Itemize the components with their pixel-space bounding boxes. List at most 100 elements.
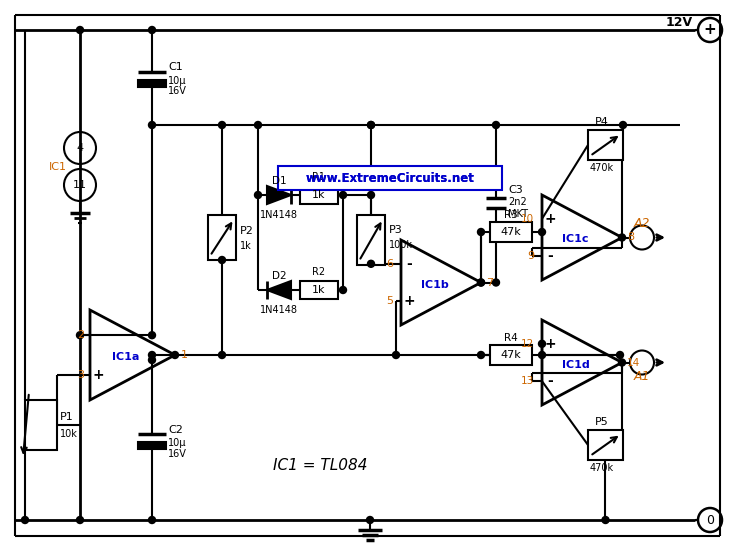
Circle shape xyxy=(171,352,179,359)
Circle shape xyxy=(620,122,626,128)
Bar xyxy=(490,222,532,242)
Text: www.ExtremeCircuits.net: www.ExtremeCircuits.net xyxy=(306,171,474,185)
Circle shape xyxy=(148,356,156,364)
Text: D2: D2 xyxy=(272,271,287,281)
Text: D1: D1 xyxy=(272,176,287,186)
Text: 10: 10 xyxy=(521,214,534,224)
Text: 3: 3 xyxy=(77,370,84,380)
Text: IC1d: IC1d xyxy=(562,359,589,370)
Circle shape xyxy=(539,229,545,235)
Text: MKT: MKT xyxy=(508,209,528,219)
Text: 12: 12 xyxy=(521,339,534,349)
Text: 1: 1 xyxy=(181,350,188,360)
Text: +: + xyxy=(703,23,717,37)
Text: 13: 13 xyxy=(521,376,534,386)
Circle shape xyxy=(340,192,346,198)
Text: 16V: 16V xyxy=(168,449,187,459)
Text: 6: 6 xyxy=(386,259,393,269)
Circle shape xyxy=(76,26,84,34)
Text: P2: P2 xyxy=(240,226,254,236)
Circle shape xyxy=(618,359,625,366)
Text: IC1c: IC1c xyxy=(562,235,589,245)
Text: A2: A2 xyxy=(634,217,650,230)
Text: 14: 14 xyxy=(627,358,640,368)
Circle shape xyxy=(148,26,156,34)
Bar xyxy=(25,400,57,450)
Circle shape xyxy=(392,352,400,359)
Text: +: + xyxy=(404,294,415,308)
Text: R2: R2 xyxy=(312,267,326,277)
Bar xyxy=(588,130,623,160)
Bar xyxy=(138,79,166,87)
Circle shape xyxy=(602,516,609,523)
Circle shape xyxy=(76,516,84,523)
Circle shape xyxy=(148,122,156,128)
Text: P3: P3 xyxy=(389,225,403,235)
Circle shape xyxy=(492,279,500,286)
Text: 47k: 47k xyxy=(501,227,521,237)
Text: 5: 5 xyxy=(386,296,393,306)
Text: 12V: 12V xyxy=(666,15,693,29)
Text: IC1a: IC1a xyxy=(112,352,140,362)
Circle shape xyxy=(617,352,623,359)
Circle shape xyxy=(539,341,545,347)
Text: www.ExtremeCircuits.net: www.ExtremeCircuits.net xyxy=(306,171,474,185)
Text: +: + xyxy=(544,337,556,351)
Text: 4: 4 xyxy=(76,143,84,153)
Text: 100k: 100k xyxy=(389,240,413,250)
Text: 0: 0 xyxy=(706,514,714,527)
Text: -: - xyxy=(406,257,412,271)
Text: P1: P1 xyxy=(60,413,74,423)
Text: 16V: 16V xyxy=(168,87,187,96)
Text: P4: P4 xyxy=(595,117,609,127)
Circle shape xyxy=(340,287,346,294)
Text: C3: C3 xyxy=(508,185,523,195)
Text: IC1b: IC1b xyxy=(420,279,448,289)
Circle shape xyxy=(478,279,484,286)
Text: 1N4148: 1N4148 xyxy=(260,210,298,220)
Text: 10k: 10k xyxy=(60,429,78,439)
Text: -: - xyxy=(95,328,101,342)
Text: R4: R4 xyxy=(504,333,518,343)
Text: 7: 7 xyxy=(486,278,493,288)
Text: 11: 11 xyxy=(73,180,87,190)
Text: R1: R1 xyxy=(312,172,326,182)
Text: P5: P5 xyxy=(595,417,609,427)
Bar xyxy=(208,215,236,260)
FancyBboxPatch shape xyxy=(278,166,502,190)
Circle shape xyxy=(478,229,484,235)
Bar xyxy=(588,430,623,460)
Text: -: - xyxy=(547,249,553,263)
Text: 10μ: 10μ xyxy=(168,438,187,448)
Circle shape xyxy=(368,122,375,128)
Bar xyxy=(300,281,338,299)
Bar xyxy=(357,215,385,265)
Text: -: - xyxy=(547,374,553,388)
Circle shape xyxy=(148,516,156,523)
Circle shape xyxy=(368,260,375,267)
Bar xyxy=(138,442,166,449)
Circle shape xyxy=(368,122,375,128)
Text: 1N4148: 1N4148 xyxy=(260,305,298,315)
Text: 470k: 470k xyxy=(590,163,614,173)
Text: 2: 2 xyxy=(77,330,84,340)
Bar xyxy=(490,345,532,365)
Circle shape xyxy=(254,192,262,198)
Text: 470k: 470k xyxy=(590,463,614,473)
Circle shape xyxy=(218,352,226,359)
Circle shape xyxy=(478,279,484,286)
Circle shape xyxy=(254,122,262,128)
Text: R3: R3 xyxy=(504,210,518,220)
Text: 1k: 1k xyxy=(312,190,326,200)
Circle shape xyxy=(368,192,375,198)
Polygon shape xyxy=(267,186,291,204)
Circle shape xyxy=(539,352,545,359)
Circle shape xyxy=(76,332,84,339)
Text: C1: C1 xyxy=(168,62,183,73)
Text: 1k: 1k xyxy=(312,285,326,295)
Bar xyxy=(300,186,338,204)
Polygon shape xyxy=(267,281,291,299)
Text: 9: 9 xyxy=(527,251,534,261)
Text: +: + xyxy=(92,368,104,382)
Text: A1: A1 xyxy=(634,370,650,383)
